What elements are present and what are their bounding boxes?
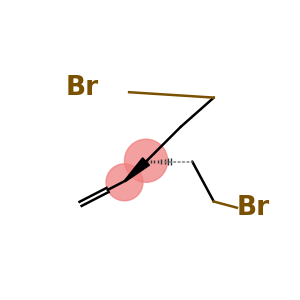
Text: Br: Br	[65, 75, 98, 101]
Circle shape	[124, 139, 168, 182]
Polygon shape	[125, 158, 149, 181]
Text: Br: Br	[237, 196, 270, 221]
Circle shape	[106, 164, 143, 201]
